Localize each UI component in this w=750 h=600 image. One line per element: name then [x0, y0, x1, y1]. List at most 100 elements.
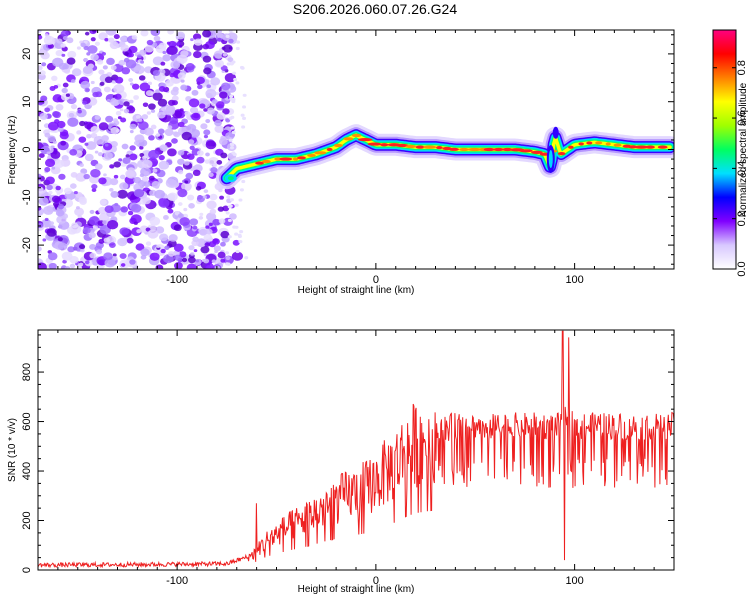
noise-blob [67, 246, 75, 253]
ridge-hotspot [531, 150, 543, 154]
noise-blob [113, 34, 120, 40]
noise-blob [220, 241, 226, 247]
noise-blob [231, 99, 236, 104]
noise-blob [133, 65, 145, 75]
noise-blob [137, 54, 142, 59]
noise-blob [229, 198, 234, 202]
noise-blob [195, 238, 207, 248]
noise-blob [76, 46, 81, 50]
noise-blob [225, 132, 235, 140]
noise-blob [39, 112, 48, 120]
colorbar-tick-label: 0.4 [736, 161, 748, 176]
noise-blob [119, 182, 129, 190]
noise-blob [229, 146, 234, 150]
noise-blob [199, 228, 208, 236]
noise-blob [52, 57, 64, 68]
noise-blob [191, 89, 199, 96]
noise-blob [90, 168, 101, 178]
noise-blob [158, 155, 165, 161]
noise-blob [140, 248, 150, 257]
noise-blob [225, 255, 231, 261]
noise-blob [229, 94, 234, 98]
noise-blob [139, 82, 151, 92]
ridge-hotspot [613, 143, 622, 147]
noise-blob [47, 252, 58, 261]
noise-blob [157, 98, 168, 107]
noise-blob [178, 44, 183, 48]
noise-blob [227, 205, 232, 209]
noise-blob [107, 37, 115, 43]
noise-blob [177, 72, 186, 80]
noise-blob [177, 213, 184, 219]
noise-blob [215, 91, 220, 96]
noise-blob [42, 238, 47, 242]
noise-blob [122, 157, 131, 164]
ridge-start-blob [227, 176, 234, 181]
noise-blob [221, 46, 226, 50]
noise-blob [157, 128, 165, 135]
noise-blob [131, 83, 140, 90]
noise-blob [44, 217, 49, 222]
noise-blob [189, 106, 199, 114]
noise-blob [55, 103, 64, 111]
noise-blob [163, 215, 169, 220]
noise-blob [113, 63, 124, 73]
noise-blob [171, 95, 179, 102]
noise-blob [147, 229, 159, 239]
ridge-hotspot [279, 157, 293, 161]
noise-blob [89, 209, 95, 214]
ridge-hotspot [645, 145, 655, 149]
noise-blob [141, 176, 149, 182]
noise-blob [96, 59, 104, 65]
noise-blob [229, 213, 237, 220]
noise-blob [88, 216, 100, 226]
noise-blob [188, 98, 200, 108]
noise-blob [38, 173, 42, 179]
noise-blob [221, 82, 231, 91]
noise-blob [130, 214, 142, 224]
noise-blob [145, 241, 152, 246]
noise-blob [113, 161, 121, 168]
noise-blob [133, 176, 142, 184]
ridge-hotspot [314, 151, 327, 155]
noise-blob [90, 126, 100, 134]
noise-blob [211, 99, 218, 104]
noise-blob [173, 131, 181, 138]
noise-blob [241, 179, 246, 184]
noise-blob [165, 178, 177, 188]
noise-blob [129, 259, 136, 265]
bottom-x-axis-label: Height of straight line (km) [298, 584, 415, 595]
noise-blob [140, 30, 149, 37]
noise-blob [227, 57, 234, 63]
noise-blob [77, 214, 82, 219]
noise-blob [38, 65, 43, 71]
noise-blob [203, 129, 211, 136]
noise-blob [61, 53, 66, 57]
ridge-hotspot [255, 161, 264, 165]
noise-blob [45, 176, 55, 185]
noise-blob [94, 163, 103, 170]
noise-blob [143, 159, 150, 165]
noise-blob [63, 187, 72, 195]
noise-blob [84, 142, 89, 146]
noise-blob [38, 34, 43, 40]
noise-blob [110, 126, 120, 135]
noise-blob [117, 237, 128, 247]
noise-blob [220, 230, 230, 239]
noise-blob [200, 123, 208, 130]
noise-blob [148, 149, 160, 160]
noise-blob [78, 136, 87, 143]
noise-blob [123, 108, 130, 114]
y-tick-label: 800 [21, 363, 33, 381]
noise-blob [82, 227, 91, 234]
noise-blob [206, 84, 212, 89]
noise-blob [189, 218, 199, 226]
chart-title: S206.2026.060.07.26.G24 [292, 1, 458, 17]
noise-blob [167, 148, 177, 157]
noise-blob [44, 33, 49, 37]
ridge-hotspot [297, 156, 306, 160]
noise-blob [196, 156, 205, 164]
noise-blob [167, 125, 173, 130]
noise-blob [155, 133, 161, 137]
